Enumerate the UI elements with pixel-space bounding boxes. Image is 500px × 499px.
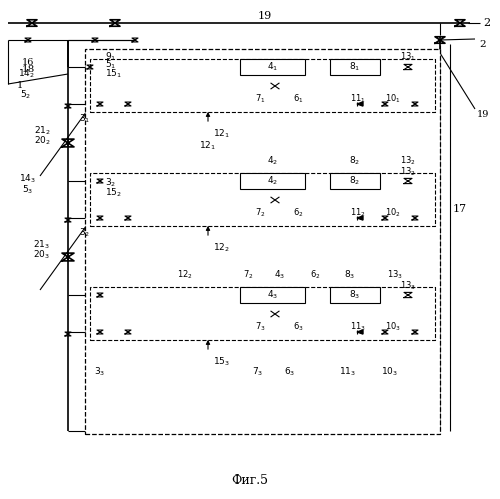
Text: $11_1$: $11_1$	[350, 93, 366, 105]
Text: $10_3$: $10_3$	[382, 366, 398, 378]
Text: $15_1$: $15_1$	[105, 68, 122, 80]
Text: $10_2$: $10_2$	[385, 207, 401, 219]
Text: $4_2$: $4_2$	[267, 175, 278, 187]
Text: $5_2$: $5_2$	[20, 89, 32, 101]
Text: $9_1$: $9_1$	[105, 51, 117, 63]
Text: $14_2$: $14_2$	[18, 68, 34, 80]
Text: $5_3$: $5_3$	[22, 184, 34, 196]
Text: $12_1$: $12_1$	[213, 128, 230, 140]
Text: $4_1$: $4_1$	[267, 61, 278, 73]
Text: 1: 1	[17, 80, 23, 89]
Text: $11_3$: $11_3$	[350, 321, 366, 333]
Text: $15_2$: $15_2$	[105, 187, 122, 199]
Text: $7_2$: $7_2$	[254, 207, 266, 219]
Text: $8_2$: $8_2$	[350, 155, 360, 167]
Text: $20_2$: $20_2$	[34, 135, 50, 147]
Bar	[90, 173, 435, 226]
Text: $21_3$: $21_3$	[34, 239, 50, 251]
Text: $13_2$: $13_2$	[400, 155, 416, 167]
Text: 19: 19	[477, 109, 490, 118]
Text: $12_2$: $12_2$	[177, 269, 193, 281]
Text: $14_3$: $14_3$	[20, 173, 36, 185]
Text: $6_3$: $6_3$	[284, 366, 296, 378]
Text: 16: 16	[22, 57, 34, 66]
Text: $3_3$: $3_3$	[94, 366, 106, 378]
Text: $6_2$: $6_2$	[310, 269, 320, 281]
Text: $5_1$: $5_1$	[105, 59, 117, 71]
Text: $6_1$: $6_1$	[292, 93, 304, 105]
Text: $7_3$: $7_3$	[252, 366, 264, 378]
Text: $11_2$: $11_2$	[350, 207, 366, 219]
Text: $6_2$: $6_2$	[292, 207, 304, 219]
Text: $13_3$: $13_3$	[387, 269, 403, 281]
Bar	[240, 287, 305, 303]
Text: $12_1$: $12_1$	[200, 140, 216, 152]
Text: $13_2$: $13_2$	[400, 166, 416, 178]
Text: $13_1$: $13_1$	[400, 51, 416, 63]
Text: $6_3$: $6_3$	[292, 321, 304, 333]
Text: $8_1$: $8_1$	[350, 61, 360, 73]
Text: 19: 19	[258, 11, 272, 21]
Text: $8_3$: $8_3$	[344, 269, 356, 281]
Text: $7_3$: $7_3$	[254, 321, 266, 333]
Bar	[240, 173, 305, 189]
Bar	[330, 287, 380, 303]
Text: 18: 18	[22, 64, 35, 73]
Text: $21_2$: $21_2$	[34, 125, 50, 137]
Bar	[240, 59, 305, 75]
Text: 2: 2	[479, 39, 486, 48]
Text: 17: 17	[453, 204, 467, 214]
Text: $3_2$: $3_2$	[105, 177, 116, 189]
Text: Фиг.5: Фиг.5	[232, 475, 268, 488]
Text: $4_3$: $4_3$	[274, 269, 285, 281]
Text: $7_1$: $7_1$	[254, 93, 266, 105]
Text: $10_3$: $10_3$	[385, 321, 401, 333]
Text: $20_3$: $20_3$	[34, 249, 50, 261]
Text: $13_3$: $13_3$	[400, 280, 416, 292]
Text: $8_3$: $8_3$	[350, 289, 360, 301]
Bar	[330, 59, 380, 75]
Text: $3_2$: $3_2$	[80, 227, 90, 239]
Text: 2: 2	[484, 18, 490, 28]
Polygon shape	[357, 216, 363, 220]
Bar	[90, 287, 435, 340]
Polygon shape	[357, 102, 363, 106]
Text: $7_2$: $7_2$	[242, 269, 254, 281]
Bar	[85, 49, 440, 434]
Bar	[90, 59, 435, 112]
Text: $15_3$: $15_3$	[213, 356, 230, 368]
Bar	[330, 173, 380, 189]
Text: $11_3$: $11_3$	[340, 366, 356, 378]
Text: $3_1$: $3_1$	[80, 113, 90, 125]
Text: $4_2$: $4_2$	[267, 155, 278, 167]
Text: $12_2$: $12_2$	[213, 242, 230, 254]
Polygon shape	[357, 330, 363, 334]
Text: $4_3$: $4_3$	[267, 289, 278, 301]
Text: $8_2$: $8_2$	[350, 175, 360, 187]
Text: $10_1$: $10_1$	[385, 93, 401, 105]
